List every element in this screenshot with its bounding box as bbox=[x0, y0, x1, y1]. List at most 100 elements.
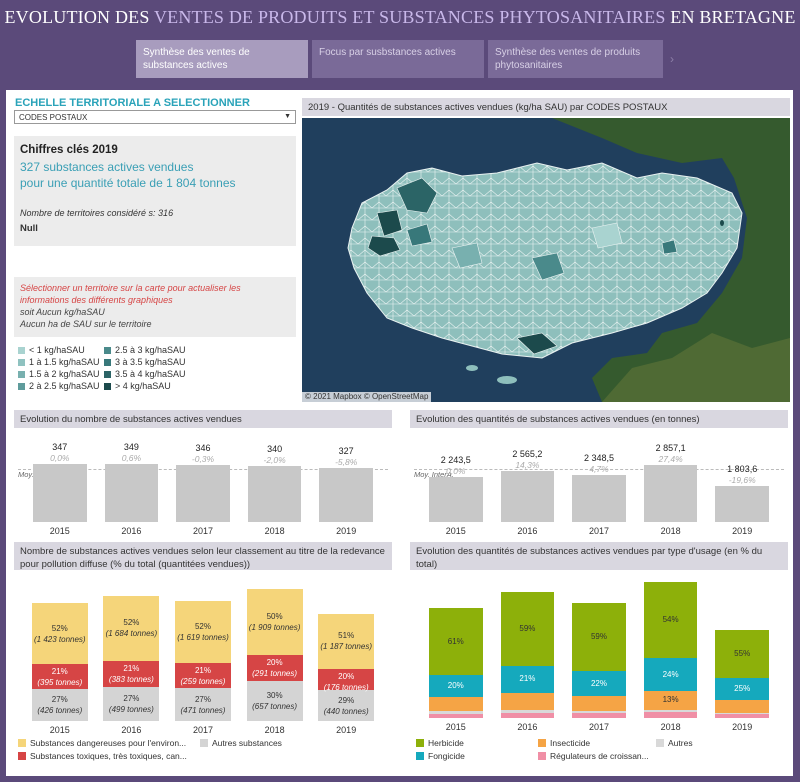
stacked-segment[interactable] bbox=[428, 713, 483, 718]
stacked-segment[interactable] bbox=[572, 713, 626, 718]
stacked-segment[interactable]: 21% (259 tonnes) bbox=[175, 663, 231, 689]
stacked-segment[interactable] bbox=[643, 712, 698, 718]
segment-qty-label: (440 tonnes) bbox=[323, 706, 369, 716]
stacked-segment[interactable]: 27% (499 tonnes) bbox=[103, 687, 160, 721]
stacked-segment[interactable]: 59% bbox=[572, 602, 626, 671]
stacked-segment[interactable] bbox=[572, 696, 626, 712]
x-tick-label: 2018 bbox=[660, 526, 681, 536]
stacked-segment[interactable]: 13% bbox=[643, 691, 698, 710]
chart-title: Evolution des quantités de substances ac… bbox=[410, 410, 788, 428]
territorial-scale-select[interactable]: CODES POSTAUX ▼ bbox=[14, 110, 296, 124]
legend-swatch bbox=[416, 752, 424, 760]
x-tick-label: 2015 bbox=[445, 722, 466, 732]
chart-legend-item[interactable]: Substances toxiques, très toxiques, can.… bbox=[18, 751, 187, 761]
segment-qty-label: (176 tonnes) bbox=[323, 682, 369, 692]
segment-pct-label: 21% bbox=[123, 663, 140, 673]
stacked-segment[interactable] bbox=[572, 711, 626, 714]
chart-legend-item[interactable]: Autres substances bbox=[200, 738, 282, 748]
map-view[interactable]: © 2021 Mapbox © OpenStreetMap bbox=[302, 118, 790, 402]
legend-swatch bbox=[18, 382, 25, 390]
stacked-segment[interactable]: 59% bbox=[500, 592, 555, 667]
stacked-segment[interactable]: 22% bbox=[572, 670, 626, 697]
stacked-segment[interactable]: 27% (426 tonnes) bbox=[31, 689, 88, 721]
header-bar: EVOLUTION DES VENTES DE PRODUITS ET SUBS… bbox=[0, 0, 800, 90]
chart-legend-item[interactable]: Régulateurs de croissan... bbox=[538, 751, 649, 761]
stacked-segment[interactable] bbox=[500, 692, 555, 711]
stacked-segment[interactable]: 52% (1 423 tonnes) bbox=[31, 603, 88, 665]
stacked-segment[interactable]: 61% bbox=[428, 608, 483, 676]
chart-legend-item[interactable]: Herbicide bbox=[416, 738, 464, 748]
stacked-segment[interactable]: 25% bbox=[715, 678, 770, 701]
stacked-segment[interactable] bbox=[715, 714, 770, 718]
territory-mid-1[interactable] bbox=[531, 252, 565, 281]
legend-label: 2.5 à 3 kg/haSAU bbox=[115, 345, 186, 355]
stacked-segment[interactable]: 52% (1 619 tonnes) bbox=[175, 600, 231, 664]
stacked-segment[interactable]: 29% (440 tonnes) bbox=[318, 690, 375, 721]
stacked-segment[interactable]: 20% bbox=[428, 675, 483, 698]
bar-value-label: 2 243,5 bbox=[440, 455, 471, 466]
stacked-segment[interactable]: 50% (1 909 tonnes) bbox=[246, 589, 303, 656]
stacked-segment[interactable] bbox=[500, 710, 555, 713]
stacked-segment[interactable]: 30% (657 tonnes) bbox=[246, 681, 303, 721]
bar[interactable] bbox=[176, 464, 230, 522]
territory-dark-4[interactable] bbox=[406, 223, 433, 247]
legend-swatch bbox=[104, 382, 111, 390]
bar[interactable] bbox=[643, 464, 698, 522]
bar[interactable] bbox=[572, 475, 626, 522]
bar[interactable] bbox=[428, 477, 483, 522]
stacked-segment[interactable]: 20% (176 tonnes) bbox=[318, 668, 375, 692]
stacked-segment[interactable] bbox=[428, 711, 483, 714]
stacked-segment[interactable]: 51% (1 187 tonnes) bbox=[318, 614, 375, 669]
territory-light-1[interactable] bbox=[591, 222, 623, 249]
null-value: Null bbox=[20, 223, 38, 234]
bar[interactable] bbox=[715, 485, 770, 522]
map-panel: 2019 - Quantités de substances actives v… bbox=[302, 98, 790, 403]
chart-legend-item[interactable]: Insecticide bbox=[538, 738, 590, 748]
stacked-segment[interactable]: 55% bbox=[715, 629, 770, 679]
stacked-segment[interactable]: 24% bbox=[643, 657, 698, 692]
territory-dark-3[interactable] bbox=[367, 235, 401, 257]
stacked-segment[interactable] bbox=[500, 712, 555, 718]
legend-label: Insecticide bbox=[550, 738, 591, 748]
stacked-segment[interactable] bbox=[715, 700, 770, 713]
segment-qty-label: (259 tonnes) bbox=[180, 677, 226, 687]
tab-synthese-produits[interactable]: Synthèse des ventes de produits phytosan… bbox=[488, 40, 663, 78]
bar[interactable] bbox=[247, 465, 302, 522]
segment-qty-label: (426 tonnes) bbox=[37, 706, 83, 716]
territory-dark-2[interactable] bbox=[376, 209, 403, 237]
stacked-segment[interactable]: 20% (291 tonnes) bbox=[246, 655, 303, 682]
stacked-segment[interactable] bbox=[428, 697, 483, 712]
stacked-segment[interactable]: 21% bbox=[500, 666, 555, 693]
segment-pct-label: 20% bbox=[447, 681, 464, 691]
bar-value-label: 2 857,1 bbox=[655, 442, 686, 453]
territory-mid-2[interactable] bbox=[451, 242, 483, 269]
bar[interactable] bbox=[104, 464, 159, 522]
stacked-segment[interactable]: 21% (383 tonnes) bbox=[103, 660, 160, 688]
stacked-segment[interactable] bbox=[643, 709, 698, 713]
chart-legend-item[interactable]: Substances dangereuses pour l'environ... bbox=[18, 738, 186, 748]
stacked-segment[interactable]: 21% (395 tonnes) bbox=[31, 664, 88, 690]
bar[interactable] bbox=[500, 470, 555, 522]
bar[interactable] bbox=[32, 464, 87, 522]
chart-legend-item[interactable]: Fongicide bbox=[416, 751, 465, 761]
legend-label: 1 à 1.5 kg/haSAU bbox=[29, 357, 100, 367]
key-figure-quantity: pour une quantité totale de 1 804 tonnes bbox=[20, 176, 236, 190]
map-legend: < 1 kg/haSAU 1 à 1.5 kg/haSAU 1.5 à 2 kg/h… bbox=[14, 345, 296, 393]
stacked-segment[interactable]: 27% (471 tonnes) bbox=[175, 688, 231, 721]
stacked-segment[interactable]: 54% bbox=[643, 582, 698, 658]
stacked-segment[interactable]: 52% (1 684 tonnes) bbox=[103, 595, 160, 661]
segment-pct-label: 22% bbox=[590, 678, 607, 688]
legend-label: Régulateurs de croissan... bbox=[550, 751, 649, 761]
segment-pct-label: 25% bbox=[734, 684, 751, 694]
territory-dark-5[interactable] bbox=[516, 332, 558, 355]
territory-dark-1[interactable] bbox=[396, 177, 438, 214]
tab-focus-substances[interactable]: Focus par susbstances actives bbox=[312, 40, 484, 78]
territory-dark-6[interactable] bbox=[661, 239, 678, 255]
stacked-segment[interactable] bbox=[715, 712, 770, 715]
chart-legend-item[interactable]: Autres bbox=[656, 738, 693, 748]
bar[interactable] bbox=[319, 467, 374, 522]
legend-swatch bbox=[18, 370, 25, 378]
tab-synthese-substances[interactable]: Synthèse des ventes de substances active… bbox=[136, 40, 308, 78]
chevron-right-icon[interactable]: › bbox=[670, 52, 674, 66]
map-canvas[interactable] bbox=[302, 118, 790, 402]
